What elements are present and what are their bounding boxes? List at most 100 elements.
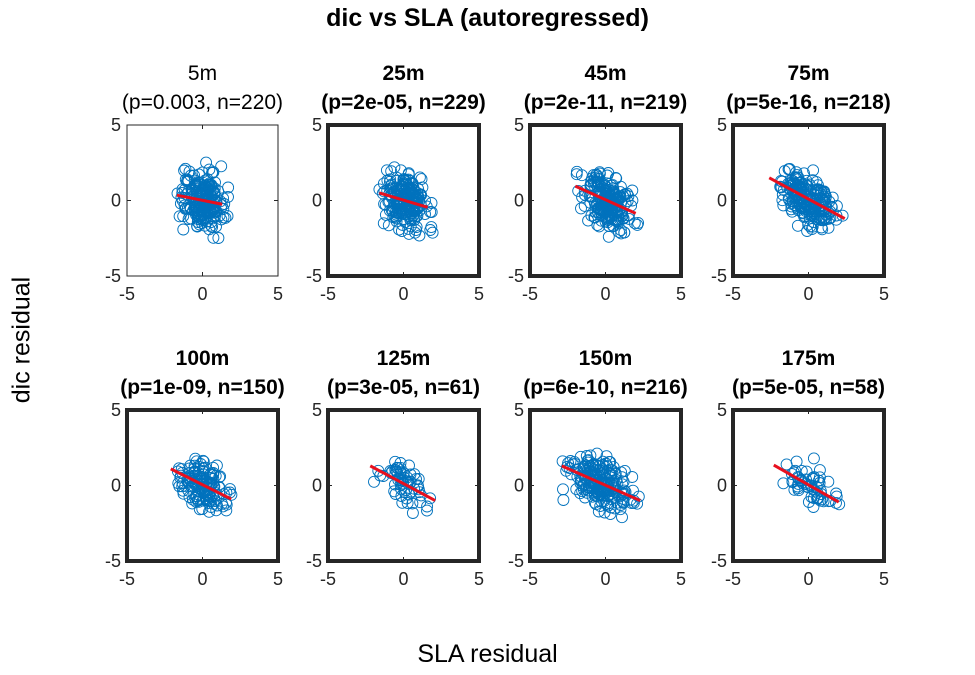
regression-line [170, 467, 232, 501]
y-tick-label: 0 [111, 476, 121, 496]
data-point [395, 225, 408, 238]
data-point [594, 485, 606, 498]
y-tick-label: -5 [711, 266, 727, 286]
panel-100m: -5 0 5 -5 0 5 100m (p=1e-09, n=150) [105, 347, 285, 589]
data-point [602, 212, 615, 225]
data-point [197, 462, 210, 475]
panel-150m: -5 0 5 -5 0 5 150m (p=6e-10, n=216) [508, 347, 688, 589]
data-point [584, 460, 596, 472]
data-point [576, 485, 589, 498]
x-tick-label: 0 [398, 284, 408, 304]
data-point [183, 462, 196, 475]
panel-75m: -5 0 5 -5 0 5 75m (p=5e-16, n=218) [711, 62, 891, 304]
data-point [788, 177, 800, 190]
data-point [579, 459, 592, 472]
data-point [823, 195, 836, 208]
data-point [788, 185, 801, 198]
data-point [570, 165, 583, 178]
data-point [401, 497, 414, 509]
x-tick-label: 5 [676, 284, 686, 304]
y-tick-label: 5 [111, 400, 121, 420]
x-tick-label: 5 [474, 284, 484, 304]
data-point [210, 459, 223, 472]
data-point [602, 499, 615, 512]
data-point [390, 215, 403, 228]
data-point [822, 475, 835, 488]
data-point [812, 492, 825, 505]
data-point [421, 504, 433, 517]
panel-title: 75m [787, 62, 829, 85]
data-point [799, 477, 812, 490]
data-point [215, 160, 228, 173]
data-point [617, 475, 630, 488]
data-point [557, 494, 570, 506]
data-point [818, 185, 830, 198]
data-point [189, 490, 202, 503]
panel-subtitle: (p=2e-11, n=219) [524, 91, 687, 114]
panel-title: 125m [377, 347, 431, 370]
x-tick-label: -5 [725, 284, 741, 304]
data-point [410, 224, 422, 237]
y-tick-label: 0 [312, 476, 322, 496]
panel-subtitle: (p=0.003, n=220) [122, 91, 283, 114]
data-point [390, 208, 403, 221]
x-tick-label: -5 [119, 284, 135, 304]
panel-subtitle: (p=3e-05, n=61) [327, 376, 480, 399]
x-tick-label: -5 [725, 569, 741, 589]
data-point [389, 455, 402, 468]
data-point [826, 191, 839, 204]
data-point [406, 507, 419, 519]
x-tick-label: 5 [474, 569, 484, 589]
data-point [195, 478, 208, 490]
data-point [801, 180, 813, 193]
data-point [389, 488, 402, 500]
data-point [398, 174, 411, 187]
data-point [588, 496, 601, 509]
data-point [380, 164, 393, 177]
data-point [222, 190, 234, 203]
regression-line [176, 193, 223, 206]
data-point [182, 174, 195, 187]
panel-subtitle: (p=2e-05, n=229) [321, 91, 486, 114]
data-point [200, 156, 213, 169]
data-point [622, 190, 635, 203]
y-tick-label: 0 [111, 191, 121, 211]
data-point [791, 219, 804, 232]
data-point [802, 218, 815, 231]
x-tick-label: -5 [522, 284, 538, 304]
x-tick-label: -5 [522, 569, 538, 589]
data-point [792, 171, 805, 184]
y-tick-label: 0 [514, 191, 524, 211]
x-tick-label: 5 [879, 569, 889, 589]
x-axis-label: SLA residual [417, 640, 558, 668]
data-point [396, 496, 409, 509]
data-point [574, 477, 587, 490]
data-point [601, 205, 614, 218]
data-point [207, 467, 220, 480]
data-point [605, 464, 617, 477]
data-point [173, 210, 186, 223]
y-tick-label: -5 [105, 266, 121, 286]
data-point [377, 217, 390, 230]
data-point [805, 202, 817, 214]
data-point [592, 191, 605, 203]
panel-175m: -5 0 5 -5 0 5 175m (p=5e-05, n=58) [711, 347, 889, 589]
data-point [600, 450, 613, 463]
x-tick-label: -5 [320, 569, 336, 589]
data-point [203, 207, 216, 220]
data-point [790, 455, 803, 468]
data-point [617, 496, 630, 509]
data-point [607, 182, 620, 195]
regression-line [378, 191, 429, 209]
data-point [616, 511, 628, 524]
data-point [833, 498, 846, 511]
y-tick-label: -5 [508, 551, 524, 571]
data-point [598, 506, 611, 519]
panel-subtitle: (p=6e-10, n=216) [523, 376, 688, 399]
data-point [603, 467, 616, 480]
y-tick-label: -5 [306, 551, 322, 571]
data-point [191, 220, 204, 233]
data-point [582, 456, 595, 469]
data-point [207, 166, 220, 179]
data-point [617, 212, 630, 225]
